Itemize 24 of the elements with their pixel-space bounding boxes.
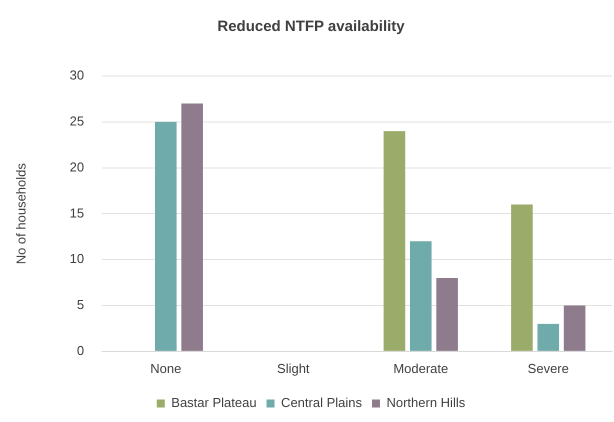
- legend-label: Central Plains: [281, 395, 362, 410]
- y-tick-label: 30: [70, 68, 84, 83]
- bar: [410, 241, 432, 351]
- y-tick-label: 25: [70, 113, 84, 128]
- bar: [436, 278, 458, 351]
- x-tick-label: Moderate: [393, 360, 448, 376]
- chart-title: Reduced NTFP availability: [217, 18, 406, 36]
- y-tick-label: 0: [76, 342, 84, 358]
- x-tick-label: Severe: [528, 360, 569, 376]
- legend-label: Northern Hills: [386, 395, 466, 410]
- bar: [564, 306, 586, 351]
- bar: [384, 131, 406, 351]
- y-axis-title: No of households: [13, 162, 28, 264]
- bar: [181, 104, 203, 351]
- y-tick-label: 15: [70, 205, 84, 220]
- bar: [155, 122, 177, 351]
- y-tick-label: 20: [70, 159, 84, 174]
- legend-label: Bastar Plateau: [171, 395, 257, 410]
- y-tick-label: 10: [70, 251, 84, 266]
- y-tick-label: 5: [76, 297, 84, 312]
- x-tick-label: None: [150, 360, 182, 376]
- bar: [537, 324, 560, 351]
- x-tick-label: Slight: [277, 360, 310, 376]
- bar: [511, 204, 533, 351]
